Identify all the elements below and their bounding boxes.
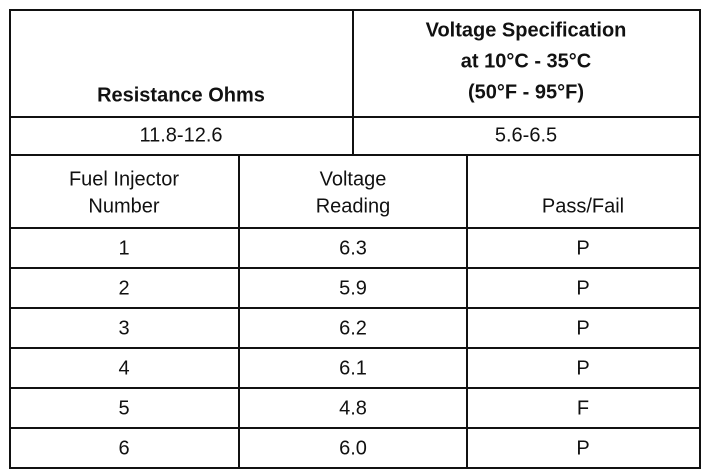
cell: 6.0 xyxy=(339,437,367,459)
cell: 3 xyxy=(118,317,129,339)
cell: F xyxy=(577,397,589,419)
cell: P xyxy=(576,437,589,459)
cell: 1 xyxy=(118,237,129,259)
cell: P xyxy=(576,277,589,299)
cell: 6.2 xyxy=(339,317,367,339)
cell: 6 xyxy=(118,437,129,459)
cell: 6.3 xyxy=(339,237,367,259)
cell: 5.9 xyxy=(339,277,367,299)
spec-cell: 5.6-6.5 xyxy=(495,124,557,146)
table-border xyxy=(9,9,701,469)
cell: 5 xyxy=(118,397,129,419)
cell: 6.1 xyxy=(339,357,367,379)
spec-cell: 11.8-12.6 xyxy=(139,124,222,146)
column-header: Fuel Injector xyxy=(69,168,179,190)
column-header: Pass/Fail xyxy=(542,195,624,217)
cell: P xyxy=(576,237,589,259)
header-cell: Resistance Ohms xyxy=(97,84,265,106)
cell: 2 xyxy=(118,277,129,299)
cell: P xyxy=(576,317,589,339)
header-cell: Voltage Specification xyxy=(426,19,627,41)
cell: 4.8 xyxy=(339,397,367,419)
header-cell: at 10°C - 35°C xyxy=(461,50,592,72)
header-cell: (50°F - 95°F) xyxy=(468,81,584,103)
column-header: Voltage xyxy=(320,168,387,190)
cell: 4 xyxy=(118,357,129,379)
column-header: Reading xyxy=(316,195,391,217)
cell: P xyxy=(576,357,589,379)
column-header: Number xyxy=(88,195,159,217)
